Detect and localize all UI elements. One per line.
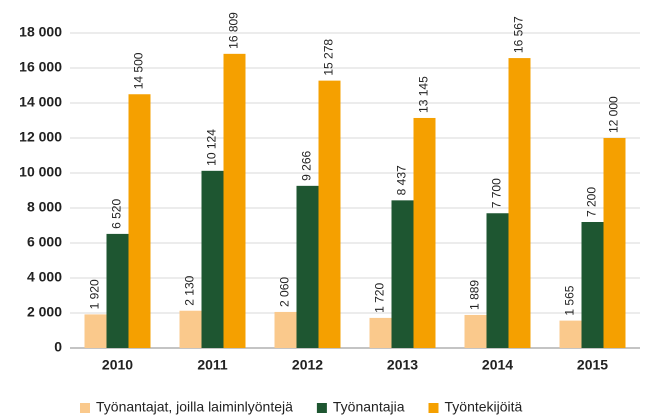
legend-swatch (316, 403, 327, 413)
bar (391, 200, 414, 348)
y-tick-label: 8 000 (27, 199, 62, 215)
value-label: 2 130 (183, 275, 197, 305)
value-label: 6 520 (110, 199, 124, 229)
legend-swatch (80, 403, 90, 413)
bar (508, 58, 531, 348)
y-tick-label: 0 (54, 339, 62, 355)
bar (274, 311, 297, 348)
value-label: 1 920 (88, 279, 102, 309)
value-label: 10 124 (205, 129, 219, 166)
y-tick-label: 10 000 (19, 164, 62, 180)
legend-label: Työntekijöitä (445, 399, 523, 415)
value-label: 1 720 (373, 283, 387, 313)
legend-label: Työnantajat, joilla laiminlyöntejä (96, 399, 293, 415)
bar (179, 310, 202, 348)
x-tick-label: 2012 (292, 357, 323, 373)
x-tick-label: 2014 (482, 357, 513, 373)
bar (464, 314, 487, 348)
y-tick-label: 12 000 (19, 129, 62, 145)
value-label: 1 889 (468, 280, 482, 310)
legend-swatch (428, 403, 439, 413)
bar (201, 170, 224, 348)
value-label: 16 567 (512, 16, 526, 53)
y-tick-label: 14 000 (19, 94, 62, 110)
bar (223, 53, 246, 348)
value-label: 12 000 (607, 96, 621, 133)
value-label: 7 200 (585, 187, 599, 217)
bar (84, 314, 107, 348)
bar (486, 213, 509, 348)
value-label: 15 278 (322, 39, 336, 76)
value-label: 13 145 (417, 76, 431, 113)
y-tick-label: 18 000 (19, 24, 62, 40)
bar (603, 138, 626, 348)
y-tick-label: 4 000 (27, 269, 62, 285)
x-tick-label: 2013 (387, 357, 418, 373)
y-tick-label: 6 000 (27, 234, 62, 250)
y-tick-label: 16 000 (19, 59, 62, 75)
value-label: 16 809 (227, 12, 241, 49)
value-label: 9 266 (300, 150, 314, 180)
y-tick-label: 2 000 (27, 304, 62, 320)
value-label: 1 565 (563, 285, 577, 315)
bar (128, 94, 151, 348)
bar (369, 317, 392, 348)
value-label: 2 060 (278, 277, 292, 307)
bar (318, 80, 341, 348)
bar (106, 233, 129, 348)
value-label: 14 500 (132, 52, 146, 89)
x-tick-label: 2010 (102, 357, 133, 373)
value-label: 8 437 (395, 165, 409, 195)
legend-label: Työnantajia (333, 399, 405, 415)
bar (559, 320, 582, 348)
x-tick-label: 2015 (577, 357, 608, 373)
bar (581, 222, 604, 348)
bar (413, 117, 436, 349)
value-label: 7 700 (490, 178, 504, 208)
bar (296, 185, 319, 348)
x-tick-label: 2011 (197, 357, 228, 373)
